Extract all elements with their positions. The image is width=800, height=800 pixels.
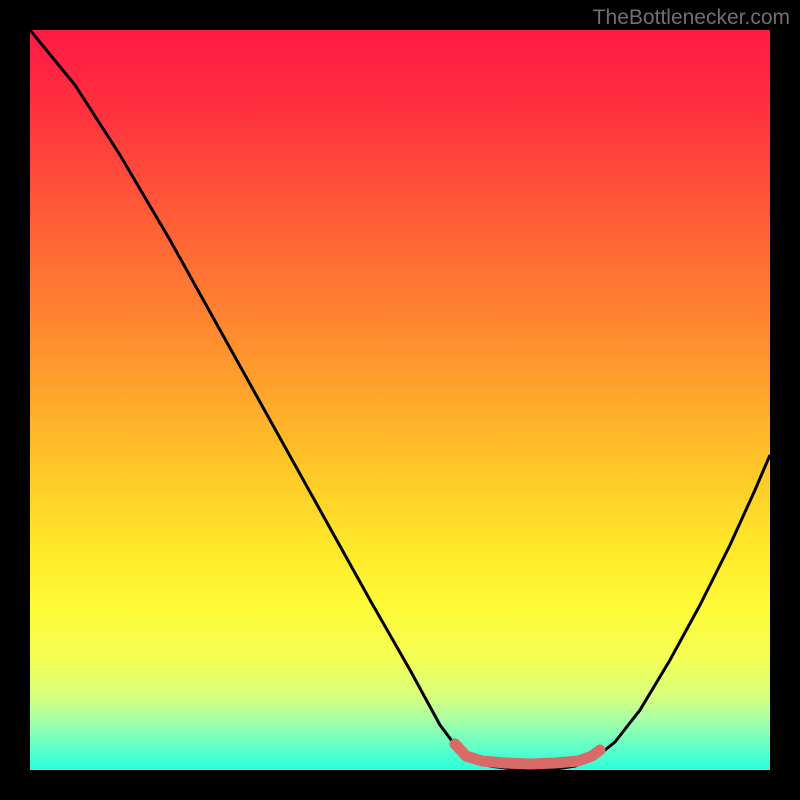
performance-curve — [30, 30, 770, 770]
watermark-text: TheBottlenecker.com — [593, 6, 790, 30]
valley-marker — [455, 744, 600, 764]
chart-curve-layer — [30, 30, 770, 770]
bottleneck-chart — [30, 30, 770, 770]
